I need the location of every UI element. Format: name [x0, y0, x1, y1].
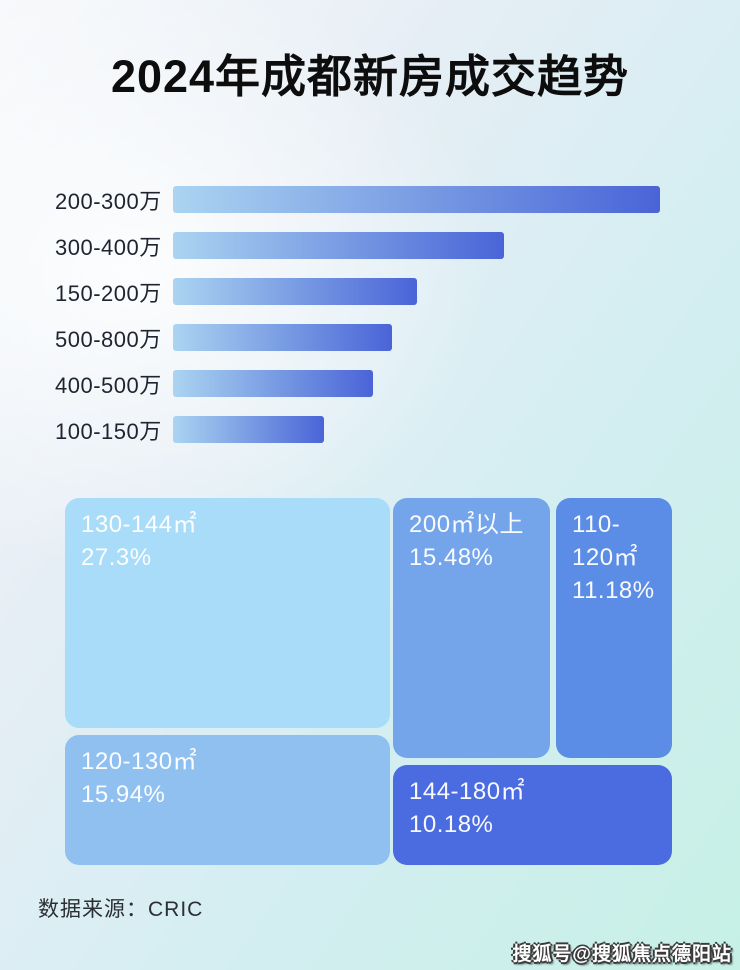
bar-row: 500-800万 — [55, 324, 660, 352]
bar-category-label: 150-200万 — [55, 280, 162, 306]
bar-track — [173, 370, 660, 397]
bar-fill — [173, 278, 417, 305]
bar-fill — [173, 416, 324, 443]
treemap-tile-200-plus: 200㎡以上 15.48% — [393, 498, 550, 758]
bar-category-label: 100-150万 — [55, 418, 162, 444]
treemap-tile-130-144: 130-144㎡ 27.3% — [65, 498, 390, 728]
bar-row: 100-150万 — [55, 416, 660, 444]
price-range-bar-chart: 200-300万 300-400万 150-200万 500-800万 400-… — [55, 186, 660, 462]
bar-row: 200-300万 — [55, 186, 660, 214]
bar-category-label: 300-400万 — [55, 234, 162, 260]
treemap-tile-120-130: 120-130㎡ 15.94% — [65, 735, 390, 865]
page-title: 2024年成都新房成交趋势 — [110, 51, 630, 102]
bar-track — [173, 232, 660, 259]
bar-track — [173, 278, 660, 305]
tile-percent-label: 27.3% — [81, 544, 152, 571]
tile-area-label: 120-130㎡ — [81, 748, 198, 775]
tile-percent-label: 15.94% — [81, 781, 166, 808]
bar-row: 400-500万 — [55, 370, 660, 398]
sohu-watermark: 搜狐号@搜狐焦点德阳站 — [512, 944, 732, 965]
tile-area-label: 130-144㎡ — [81, 511, 198, 538]
bar-track — [173, 186, 660, 213]
treemap-tile-144-180: 144-180㎡ 10.18% — [393, 765, 672, 865]
tile-area-label: 200㎡以上 — [409, 511, 525, 538]
bar-fill — [173, 232, 505, 259]
tile-percent-label: 15.48% — [409, 544, 494, 571]
bar-category-label: 400-500万 — [55, 372, 162, 398]
area-size-treemap: 130-144㎡ 27.3% 200㎡以上 15.48% 110-120㎡ 11… — [65, 498, 672, 865]
bar-fill — [173, 324, 393, 351]
data-source-note: 数据来源：CRIC — [38, 898, 204, 921]
treemap-tile-110-120: 110-120㎡ 11.18% — [556, 498, 672, 758]
bar-track — [173, 416, 660, 443]
tile-percent-label: 11.18% — [572, 577, 655, 604]
tile-percent-label: 10.18% — [409, 811, 494, 838]
bar-fill — [173, 370, 373, 397]
tile-area-label: 110-120㎡ — [572, 511, 639, 571]
bar-category-label: 200-300万 — [55, 188, 162, 214]
tile-area-label: 144-180㎡ — [409, 778, 526, 805]
bar-track — [173, 324, 660, 351]
bar-row: 150-200万 — [55, 278, 660, 306]
bar-category-label: 500-800万 — [55, 326, 162, 352]
bar-row: 300-400万 — [55, 232, 660, 260]
bar-fill — [173, 186, 660, 213]
